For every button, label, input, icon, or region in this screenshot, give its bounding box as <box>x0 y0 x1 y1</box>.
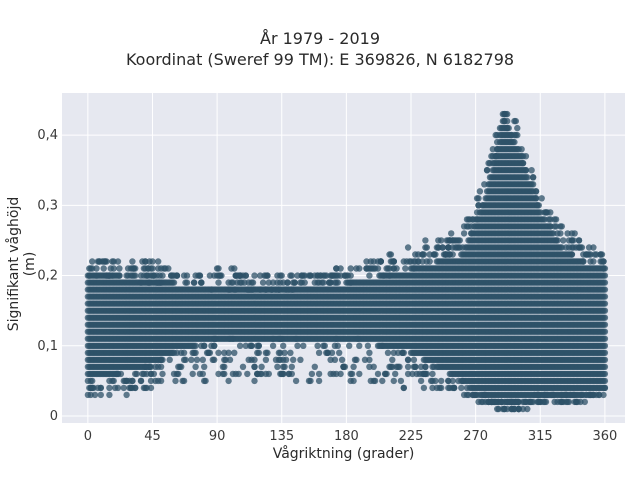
data-point <box>170 279 178 286</box>
chart-title: År 1979 - 2019 <box>260 29 380 48</box>
data-point <box>524 174 531 181</box>
chart-subtitle: Koordinat (Sweref 99 TM): E 369826, N 61… <box>125 50 515 69</box>
data-point <box>192 342 199 349</box>
data-points <box>84 110 609 413</box>
data-point <box>511 138 518 146</box>
